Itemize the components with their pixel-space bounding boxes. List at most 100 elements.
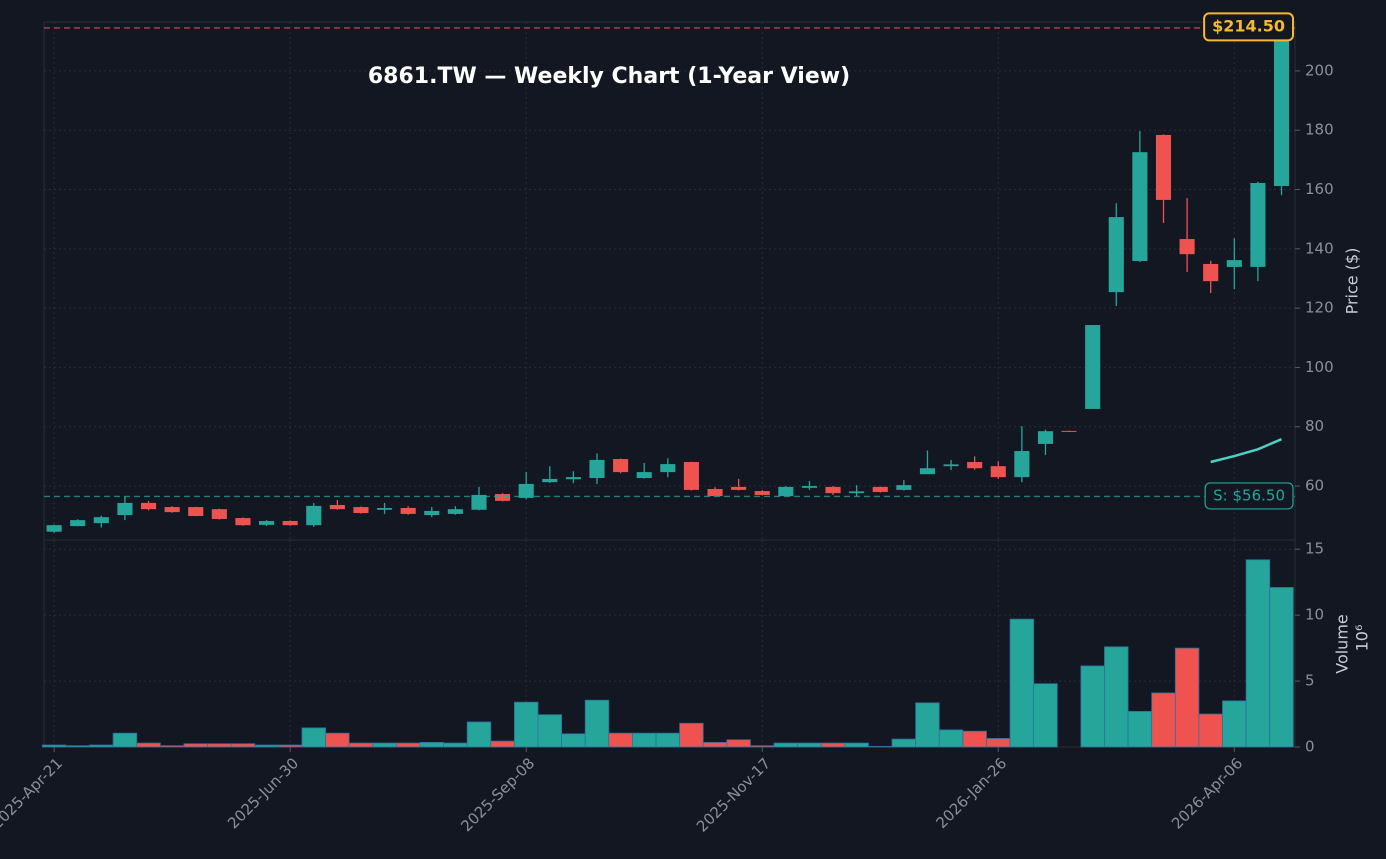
volume-bar: [159, 745, 185, 748]
candle-body: [967, 462, 983, 469]
volume-bar: [962, 730, 987, 748]
volume-bar: [1269, 587, 1294, 748]
y-tick-label: 60: [1305, 477, 1324, 495]
candle-body: [188, 507, 204, 516]
y-tick-label: 200: [1305, 61, 1334, 79]
volume-bar: [868, 745, 893, 748]
candle-body: [896, 485, 912, 490]
volume-bar: [1033, 683, 1058, 748]
level-label: S: $56.50: [1204, 482, 1294, 510]
volume-bar: [820, 742, 846, 748]
level-label-text: $214.50: [1212, 16, 1285, 35]
volume-bar: [1080, 665, 1105, 748]
volume-bar: [372, 742, 397, 748]
y-tick-label: 120: [1305, 299, 1334, 317]
candle-body: [801, 486, 817, 488]
candle-body: [1203, 263, 1219, 282]
volume-bar: [1127, 711, 1153, 748]
volume-bar: [938, 729, 964, 748]
level-label-box: [1203, 12, 1294, 42]
volume-bar: [1009, 618, 1035, 748]
candle-body: [471, 494, 487, 510]
volume-bar: [773, 742, 799, 748]
volume-bar: [1245, 559, 1271, 748]
candle-body: [282, 521, 298, 526]
candle-body: [164, 507, 180, 513]
candle-body: [613, 459, 629, 473]
candle-body: [117, 502, 133, 516]
y-axis-label: Volume: [1333, 614, 1352, 674]
volume-bar: [41, 744, 67, 748]
candle-body: [1250, 183, 1266, 267]
volume-bar: [277, 744, 303, 748]
candle-body: [329, 505, 345, 510]
grid: [44, 22, 1295, 748]
candle-body: [1226, 260, 1242, 267]
candle-body: [377, 507, 393, 510]
candle-body: [636, 472, 652, 479]
candle-body: [943, 464, 959, 467]
candle-body: [683, 462, 699, 490]
volume-bar: [537, 714, 562, 748]
y-scale-label: 10⁶: [1353, 625, 1372, 652]
volume-bar: [136, 742, 161, 748]
candle-body: [140, 502, 157, 510]
level-label-text: S: $56.50: [1213, 486, 1285, 504]
marks: [41, 27, 1295, 748]
candle-body: [731, 486, 747, 490]
candle-body: [825, 486, 841, 494]
candle-body: [1037, 431, 1054, 444]
candle-body: [778, 486, 794, 497]
volume-bar: [513, 701, 539, 748]
volume-bar: [254, 744, 279, 748]
volume-bar: [301, 727, 326, 748]
candle-body: [660, 464, 676, 473]
y-tick-label: 160: [1305, 180, 1334, 198]
overlay-line: [1210, 438, 1283, 464]
candle-body: [353, 507, 369, 514]
candle-body: [495, 494, 511, 501]
volume-bar: [797, 742, 822, 748]
candle-body: [1155, 134, 1172, 200]
candle-body: [849, 491, 865, 494]
volume-bar: [584, 699, 610, 748]
volume-bar: [348, 742, 374, 748]
volume-bar: [1104, 646, 1129, 748]
candle-body: [424, 510, 440, 516]
candle-body: [589, 459, 605, 479]
volume-bar: [207, 743, 232, 748]
volume-bar: [679, 722, 704, 748]
volume-bar: [443, 742, 468, 748]
volume-bar: [726, 739, 751, 748]
volume-bar: [466, 721, 492, 748]
volume-bar: [608, 732, 633, 748]
candle-body: [1132, 152, 1148, 261]
volume-bar: [986, 738, 1011, 748]
volume-bar: [655, 732, 681, 748]
candle-body: [447, 509, 463, 514]
y-tick-label: 10: [1305, 606, 1324, 624]
candle-body: [46, 525, 62, 532]
volume-bar: [1151, 692, 1176, 748]
candle-body: [258, 521, 275, 525]
volume-bar: [65, 745, 90, 748]
chart-title: 6861.TW — Weekly Chart (1-Year View): [368, 64, 850, 89]
candle-body: [400, 507, 416, 514]
volume-bar: [891, 738, 917, 748]
candle-body: [306, 505, 322, 526]
y-tick-label: 0: [1305, 738, 1315, 756]
level-label: $214.50: [1203, 12, 1294, 42]
candle-body: [1108, 217, 1124, 293]
candle-body: [1179, 239, 1195, 255]
volume-bar: [915, 702, 940, 748]
volume-bar: [632, 732, 657, 748]
candle-body: [872, 486, 888, 492]
volume-bar: [750, 745, 775, 748]
candle-body: [565, 477, 581, 480]
candle-body: [754, 491, 770, 495]
volume-bar: [325, 732, 350, 748]
candle-body: [1014, 451, 1030, 478]
volume-bar: [702, 741, 728, 748]
candle-body: [707, 489, 723, 497]
